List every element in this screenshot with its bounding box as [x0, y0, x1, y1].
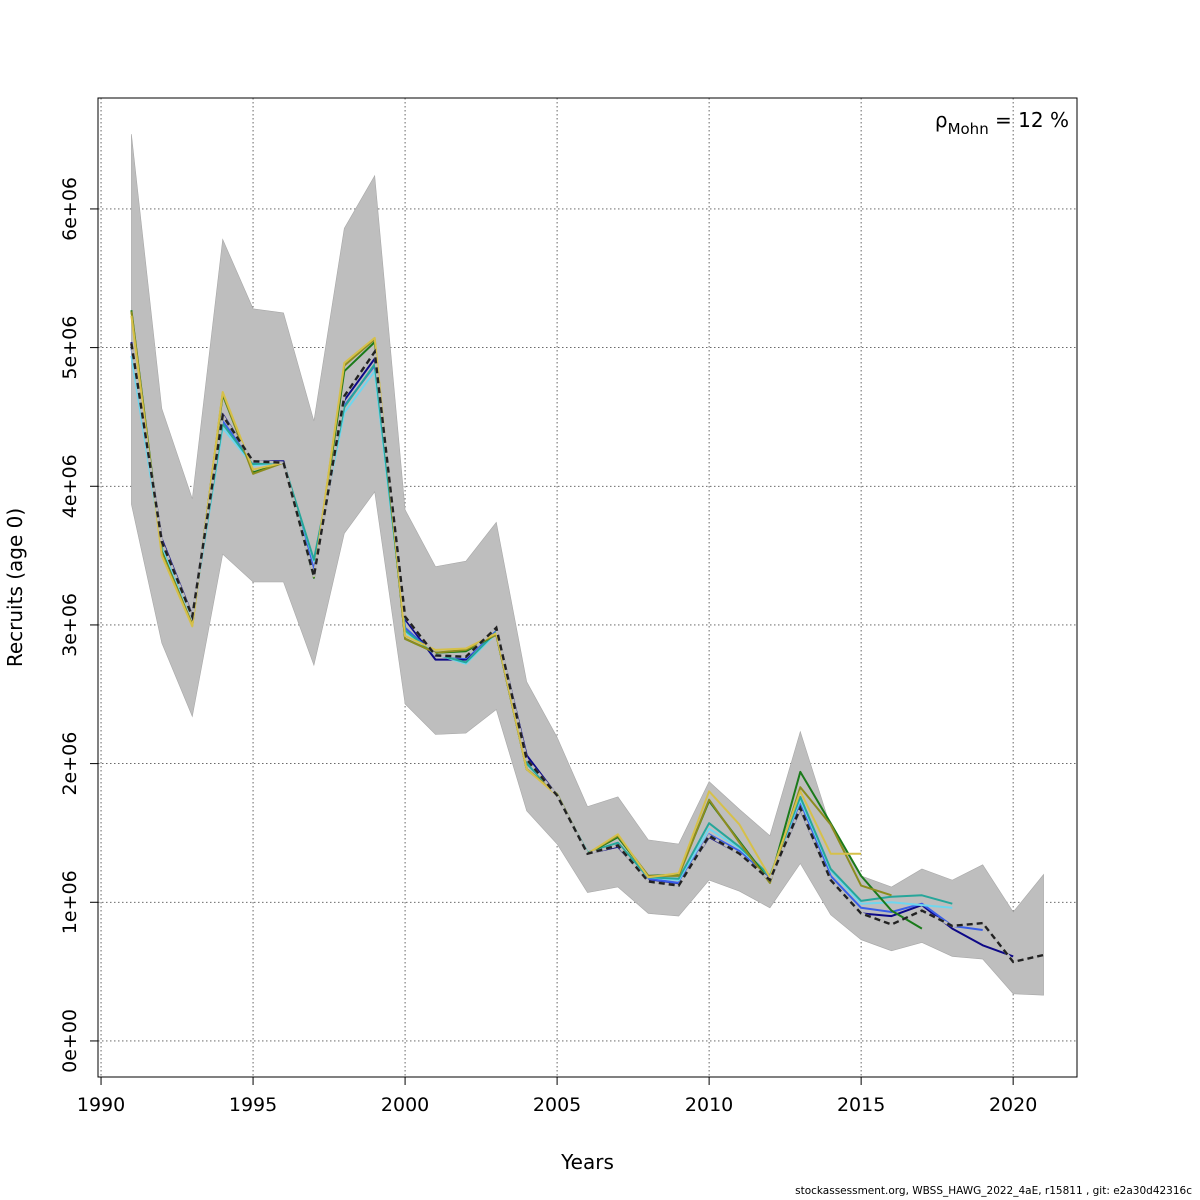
x-axis-title: Years [560, 1150, 614, 1174]
x-tick-label: 2010 [685, 1094, 733, 1116]
x-axis: 1990 1995 2000 2005 2010 2015 2020 [77, 1076, 1037, 1116]
x-tick-label: 2015 [837, 1094, 885, 1116]
mohn-rho-subscript: Mohn [948, 120, 989, 138]
mohn-rho-value: = 12 % [989, 108, 1069, 132]
y-tick-label: 3e+06 [59, 593, 81, 657]
y-axis: 0e+00 1e+06 2e+06 3e+06 4e+06 5e+06 6e+06 [59, 177, 99, 1073]
series-line-4 [130, 344, 953, 905]
mohn-rho-symbol: ρ [935, 108, 948, 132]
x-tick-label: 1995 [229, 1094, 277, 1116]
x-tick-label: 2000 [381, 1094, 429, 1116]
y-tick-label: 1e+06 [59, 870, 81, 934]
y-tick-label: 5e+06 [59, 316, 81, 380]
y-tick-label: 0e+00 [59, 1009, 81, 1073]
y-tick-label: 2e+06 [59, 732, 81, 796]
y-tick-label: 4e+06 [59, 454, 81, 518]
y-axis-title: Recruits (age 0) [3, 508, 27, 667]
x-tick-label: 2005 [533, 1094, 581, 1116]
footer-credit: stockassessment.org, WBSS_HAWG_2022_4aE,… [795, 1185, 1192, 1197]
x-tick-label: 1990 [77, 1094, 125, 1116]
series-line-base-run [130, 343, 1044, 964]
y-tick-label: 6e+06 [59, 177, 81, 241]
x-tick-label: 2020 [989, 1094, 1037, 1116]
mohn-rho-annotation: ρMohn = 12 % [935, 108, 1069, 138]
series-lines [130, 310, 1044, 964]
